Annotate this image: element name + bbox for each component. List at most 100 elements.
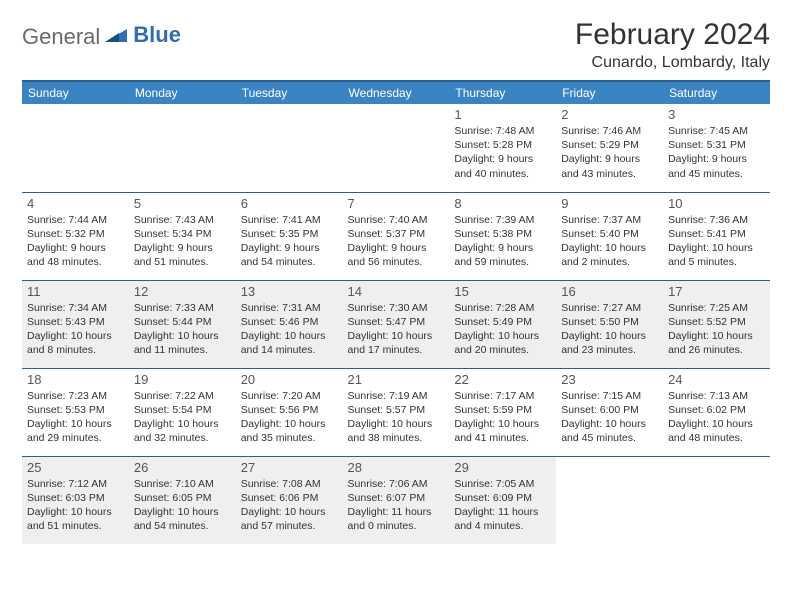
calendar-day-cell: [556, 456, 663, 544]
day-number: 2: [561, 107, 658, 122]
logo-triangle-icon: [105, 27, 129, 48]
sunset-text: Sunset: 5:29 PM: [561, 138, 658, 152]
sunrise-text: Sunrise: 7:36 AM: [668, 213, 765, 227]
sunset-text: Sunset: 6:02 PM: [668, 403, 765, 417]
day-number: 23: [561, 372, 658, 387]
calendar-day-cell: 25Sunrise: 7:12 AMSunset: 6:03 PMDayligh…: [22, 456, 129, 544]
calendar-week-row: 11Sunrise: 7:34 AMSunset: 5:43 PMDayligh…: [22, 280, 770, 368]
daylight-text: Daylight: 10 hours and 11 minutes.: [134, 329, 231, 357]
sunrise-text: Sunrise: 7:30 AM: [348, 301, 445, 315]
daylight-text: Daylight: 9 hours and 45 minutes.: [668, 152, 765, 180]
day-number: 17: [668, 284, 765, 299]
calendar-day-cell: 11Sunrise: 7:34 AMSunset: 5:43 PMDayligh…: [22, 280, 129, 368]
sunrise-text: Sunrise: 7:27 AM: [561, 301, 658, 315]
calendar-day-cell: 5Sunrise: 7:43 AMSunset: 5:34 PMDaylight…: [129, 192, 236, 280]
day-number: 27: [241, 460, 338, 475]
sunrise-text: Sunrise: 7:44 AM: [27, 213, 124, 227]
daylight-text: Daylight: 10 hours and 26 minutes.: [668, 329, 765, 357]
logo: General Blue: [22, 18, 181, 50]
sunset-text: Sunset: 5:52 PM: [668, 315, 765, 329]
day-number: 8: [454, 196, 551, 211]
calendar-day-cell: 22Sunrise: 7:17 AMSunset: 5:59 PMDayligh…: [449, 368, 556, 456]
sunset-text: Sunset: 5:41 PM: [668, 227, 765, 241]
day-number: 11: [27, 284, 124, 299]
weekday-header-row: Sunday Monday Tuesday Wednesday Thursday…: [22, 81, 770, 104]
daylight-text: Daylight: 10 hours and 14 minutes.: [241, 329, 338, 357]
title-block: February 2024 Cunardo, Lombardy, Italy: [575, 18, 770, 72]
day-number: 13: [241, 284, 338, 299]
sunset-text: Sunset: 5:34 PM: [134, 227, 231, 241]
sunrise-text: Sunrise: 7:37 AM: [561, 213, 658, 227]
daylight-text: Daylight: 10 hours and 51 minutes.: [27, 505, 124, 533]
day-number: 25: [27, 460, 124, 475]
sunrise-text: Sunrise: 7:23 AM: [27, 389, 124, 403]
calendar-day-cell: [236, 104, 343, 192]
sunrise-text: Sunrise: 7:10 AM: [134, 477, 231, 491]
sunset-text: Sunset: 5:31 PM: [668, 138, 765, 152]
calendar-day-cell: 8Sunrise: 7:39 AMSunset: 5:38 PMDaylight…: [449, 192, 556, 280]
daylight-text: Daylight: 11 hours and 0 minutes.: [348, 505, 445, 533]
calendar-day-cell: 17 Sunrise: 7:25 AMSunset: 5:52 PMDayligh…: [663, 280, 770, 368]
sunset-text: Sunset: 6:05 PM: [134, 491, 231, 505]
daylight-text: Daylight: 9 hours and 51 minutes.: [134, 241, 231, 269]
calendar-week-row: 18Sunrise: 7:23 AMSunset: 5:53 PMDayligh…: [22, 368, 770, 456]
weekday-header: Wednesday: [343, 81, 450, 104]
daylight-text: Daylight: 10 hours and 32 minutes.: [134, 417, 231, 445]
sunrise-text: Sunrise: 7:28 AM: [454, 301, 551, 315]
daylight-text: Daylight: 9 hours and 48 minutes.: [27, 241, 124, 269]
calendar-week-row: 25Sunrise: 7:12 AMSunset: 6:03 PMDayligh…: [22, 456, 770, 544]
day-number: 6: [241, 196, 338, 211]
daylight-text: Daylight: 10 hours and 45 minutes.: [561, 417, 658, 445]
calendar-day-cell: 1Sunrise: 7:48 AMSunset: 5:28 PMDaylight…: [449, 104, 556, 192]
sunset-text: Sunset: 5:50 PM: [561, 315, 658, 329]
calendar-day-cell: [663, 456, 770, 544]
calendar-day-cell: 20Sunrise: 7:20 AMSunset: 5:56 PMDayligh…: [236, 368, 343, 456]
sunset-text: Sunset: 5:49 PM: [454, 315, 551, 329]
sunrise-text: Sunrise: 7:15 AM: [561, 389, 658, 403]
daylight-text: Daylight: 9 hours and 56 minutes.: [348, 241, 445, 269]
day-number: 16: [561, 284, 658, 299]
daylight-text: Daylight: 10 hours and 20 minutes.: [454, 329, 551, 357]
daylight-text: Daylight: 11 hours and 4 minutes.: [454, 505, 551, 533]
day-number: 3: [668, 107, 765, 122]
sunrise-text: Sunrise: 7:33 AM: [134, 301, 231, 315]
sunset-text: Sunset: 6:00 PM: [561, 403, 658, 417]
day-number: 24: [668, 372, 765, 387]
day-number: 28: [348, 460, 445, 475]
day-number: 9: [561, 196, 658, 211]
sunset-text: Sunset: 5:47 PM: [348, 315, 445, 329]
calendar-day-cell: 14Sunrise: 7:30 AMSunset: 5:47 PMDayligh…: [343, 280, 450, 368]
day-number: 15: [454, 284, 551, 299]
day-number: 19: [134, 372, 231, 387]
day-number: 21: [348, 372, 445, 387]
daylight-text: Daylight: 10 hours and 54 minutes.: [134, 505, 231, 533]
sunset-text: Sunset: 5:44 PM: [134, 315, 231, 329]
calendar-day-cell: 19Sunrise: 7:22 AMSunset: 5:54 PMDayligh…: [129, 368, 236, 456]
calendar-day-cell: 12Sunrise: 7:33 AMSunset: 5:44 PMDayligh…: [129, 280, 236, 368]
logo-text-blue: Blue: [133, 22, 181, 48]
day-number: 18: [27, 372, 124, 387]
day-number: 5: [134, 196, 231, 211]
sunrise-text: Sunrise: 7:13 AM: [668, 389, 765, 403]
weekday-header: Friday: [556, 81, 663, 104]
calendar-day-cell: [343, 104, 450, 192]
sunset-text: Sunset: 5:40 PM: [561, 227, 658, 241]
logo-text-general: General: [22, 24, 100, 50]
daylight-text: Daylight: 10 hours and 57 minutes.: [241, 505, 338, 533]
calendar-day-cell: 7Sunrise: 7:40 AMSunset: 5:37 PMDaylight…: [343, 192, 450, 280]
sunset-text: Sunset: 5:28 PM: [454, 138, 551, 152]
sunrise-text: Sunrise: 7:06 AM: [348, 477, 445, 491]
calendar-day-cell: 28 Sunrise: 7:06 AMSunset: 6:07 PMDayligh…: [343, 456, 450, 544]
sunrise-text: Sunrise: 7:25 AM: [668, 301, 765, 315]
calendar-week-row: 1Sunrise: 7:48 AMSunset: 5:28 PMDaylight…: [22, 104, 770, 192]
calendar-day-cell: [129, 104, 236, 192]
daylight-text: Daylight: 10 hours and 2 minutes.: [561, 241, 658, 269]
daylight-text: Daylight: 9 hours and 54 minutes.: [241, 241, 338, 269]
sunset-text: Sunset: 6:07 PM: [348, 491, 445, 505]
sunrise-text: Sunrise: 7:34 AM: [27, 301, 124, 315]
sunset-text: Sunset: 5:59 PM: [454, 403, 551, 417]
sunrise-text: Sunrise: 7:45 AM: [668, 124, 765, 138]
day-number: 26: [134, 460, 231, 475]
calendar-day-cell: 21Sunrise: 7:19 AMSunset: 5:57 PMDayligh…: [343, 368, 450, 456]
sunset-text: Sunset: 5:35 PM: [241, 227, 338, 241]
